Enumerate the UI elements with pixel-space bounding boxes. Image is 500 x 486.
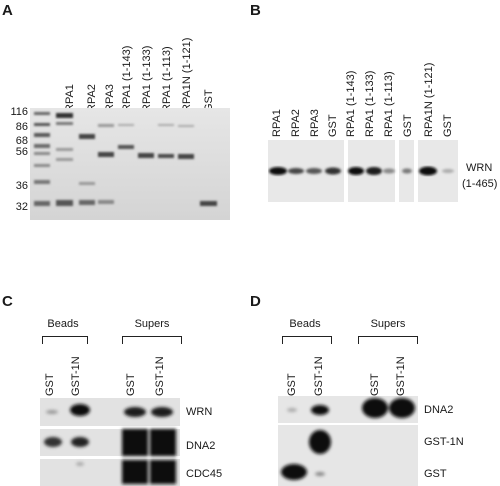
- marker-116: 116: [10, 106, 28, 118]
- lane-label-b-1: RPA1: [271, 109, 283, 137]
- lane-label-a-5: RPA1 (1-133): [141, 45, 153, 112]
- bracket-supers-c: [122, 336, 182, 344]
- row-label-c-cdc45: CDC45: [186, 468, 223, 480]
- lane-label-b-3: RPA3: [309, 109, 321, 137]
- marker-36: 36: [15, 180, 28, 192]
- group-supers-d: Supers: [370, 318, 406, 330]
- lane-label-b-2: RPA2: [290, 109, 302, 137]
- lane-label-b-5: RPA1 (1-143): [345, 70, 357, 137]
- lane-label-c-2: GST-1N: [70, 356, 82, 396]
- lane-label-b-8: GST: [402, 114, 414, 137]
- lane-label-d-2: GST-1N: [313, 356, 325, 396]
- group-beads-c: Beads: [47, 318, 79, 330]
- row-label-wrn-range: (1-465): [462, 178, 498, 190]
- gel-a: [30, 108, 230, 220]
- panel-d-label: D: [250, 293, 261, 310]
- bracket-supers-d: [358, 336, 418, 344]
- lane-label-d-4: GST-1N: [395, 356, 407, 396]
- row-label-d-dna2: DNA2: [424, 404, 454, 416]
- lane-label-a-4: RPA1 (1-143): [121, 45, 133, 112]
- lane-label-b-9: RPA1N (1-121): [423, 62, 435, 137]
- marker-86: 86: [15, 121, 28, 133]
- row-label-d-gst: GST: [424, 468, 447, 480]
- lane-label-d-3: GST: [369, 373, 381, 396]
- marker-68: 68: [15, 135, 28, 147]
- blot-b: [268, 140, 458, 202]
- row-label-c-wrn: WRN: [186, 406, 213, 418]
- panel-b-label: B: [250, 2, 261, 19]
- lane-label-a-7: RPA1N (1-121): [181, 37, 193, 112]
- row-label-d-gst1n: GST-1N: [424, 436, 464, 448]
- lane-label-b-7: RPA1 (1-113): [383, 71, 395, 137]
- lane-label-a-6: RPA1 (1-113): [161, 46, 173, 112]
- marker-32: 32: [15, 201, 28, 213]
- bracket-beads-d: [282, 336, 332, 344]
- lane-label-b-4: GST: [327, 114, 339, 137]
- lane-label-d-1: GST: [286, 373, 298, 396]
- lane-label-b-6: RPA1 (1-133): [364, 70, 376, 137]
- blot-d: [278, 396, 418, 486]
- blot-c: [40, 398, 180, 486]
- panel-a-label: A: [2, 2, 13, 19]
- marker-56: 56: [15, 146, 28, 158]
- panel-c-label: C: [2, 293, 13, 310]
- lane-label-c-1: GST: [44, 373, 56, 396]
- lane-label-b-10: GST: [442, 114, 454, 137]
- lane-label-c-3: GST: [125, 373, 137, 396]
- lane-label-c-4: GST-1N: [154, 356, 166, 396]
- group-beads-d: Beads: [289, 318, 321, 330]
- group-supers-c: Supers: [134, 318, 170, 330]
- row-label-c-dna2: DNA2: [186, 440, 216, 452]
- bracket-beads-c: [42, 336, 88, 344]
- row-label-wrn: WRN: [466, 162, 493, 174]
